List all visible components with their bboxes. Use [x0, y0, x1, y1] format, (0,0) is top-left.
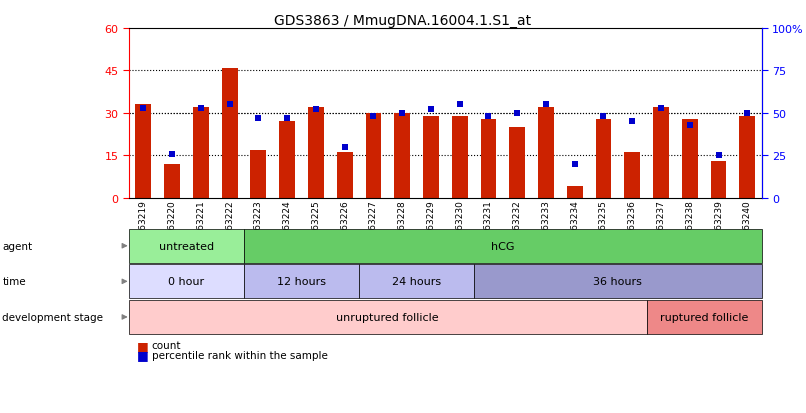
- Text: GDS3863 / MmugDNA.16004.1.S1_at: GDS3863 / MmugDNA.16004.1.S1_at: [274, 14, 532, 28]
- Text: count: count: [152, 340, 181, 350]
- Bar: [394, 114, 410, 198]
- Text: agent: agent: [2, 241, 32, 251]
- Bar: [308, 108, 324, 198]
- Text: development stage: development stage: [2, 312, 103, 322]
- Bar: [164, 164, 180, 198]
- Text: unruptured follicle: unruptured follicle: [336, 312, 439, 322]
- Text: 12 hours: 12 hours: [277, 277, 326, 287]
- Bar: [337, 153, 352, 198]
- Text: untreated: untreated: [159, 241, 214, 251]
- Bar: [279, 122, 295, 198]
- Bar: [653, 108, 669, 198]
- Bar: [222, 69, 238, 198]
- Bar: [251, 150, 266, 198]
- Text: 36 hours: 36 hours: [593, 277, 642, 287]
- Bar: [135, 105, 152, 198]
- Bar: [711, 161, 726, 198]
- Text: hCG: hCG: [491, 241, 514, 251]
- Bar: [567, 187, 583, 198]
- Text: ruptured follicle: ruptured follicle: [660, 312, 748, 322]
- Text: ■: ■: [137, 339, 149, 352]
- Bar: [365, 114, 381, 198]
- Text: 24 hours: 24 hours: [392, 277, 441, 287]
- Bar: [596, 119, 612, 198]
- Text: percentile rank within the sample: percentile rank within the sample: [152, 350, 327, 360]
- Bar: [193, 108, 209, 198]
- Text: time: time: [2, 277, 26, 287]
- Bar: [739, 116, 755, 198]
- Bar: [452, 116, 467, 198]
- Text: 0 hour: 0 hour: [168, 277, 205, 287]
- Bar: [538, 108, 554, 198]
- Bar: [509, 128, 526, 198]
- Bar: [423, 116, 438, 198]
- Bar: [682, 119, 698, 198]
- Text: ■: ■: [137, 348, 149, 361]
- Bar: [480, 119, 496, 198]
- Bar: [625, 153, 640, 198]
